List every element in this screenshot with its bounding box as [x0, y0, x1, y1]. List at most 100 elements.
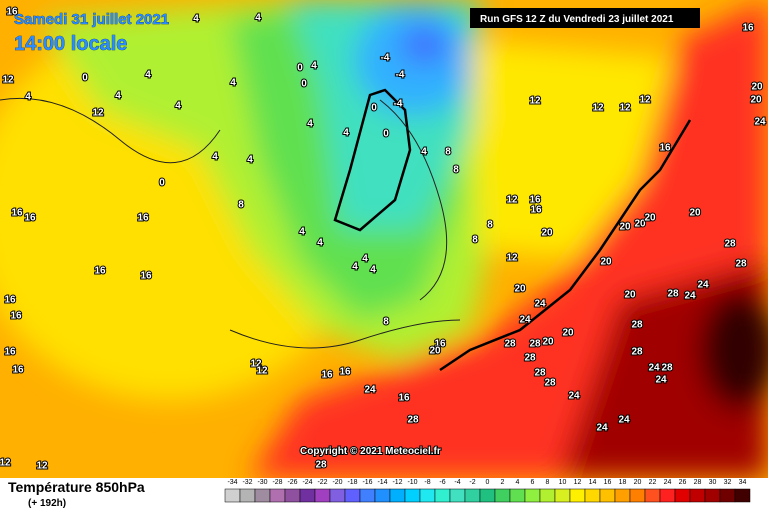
isotherm-label: 16 — [4, 295, 16, 306]
date-label: Samedi 31 juillet 2021 — [14, 11, 169, 28]
legend-swatch — [254, 488, 271, 503]
isotherm-label: 16 — [140, 271, 152, 282]
legend-tick-label: 4 — [516, 479, 520, 486]
legend-tick-label: 16 — [604, 479, 612, 486]
isotherm-label: 16 — [742, 23, 754, 34]
legend-tick-label: 22 — [649, 479, 657, 486]
legend-tick-label: -12 — [392, 479, 402, 486]
isotherm-label: 0 — [371, 103, 377, 114]
legend-swatch — [629, 488, 646, 503]
legend-swatch — [614, 488, 631, 503]
isotherm-label: 16 — [6, 7, 18, 18]
isotherm-label: 16 — [321, 370, 333, 381]
isotherm-label: 4 — [317, 238, 323, 249]
isotherm-label: 4 — [230, 78, 236, 89]
legend-swatch — [224, 488, 241, 503]
legend-swatch — [554, 488, 571, 503]
legend-swatch — [449, 488, 466, 503]
legend-swatch — [509, 488, 526, 503]
legend-swatch — [674, 488, 691, 503]
legend-tick-label: 34 — [739, 479, 747, 486]
isotherm-label: 4 — [370, 265, 376, 276]
legend-swatch — [464, 488, 481, 503]
isotherm-label: 20 — [644, 213, 656, 224]
isotherm-label: 20 — [562, 328, 574, 339]
isotherm-label: 24 — [754, 117, 766, 128]
isotherm-label: 0 — [159, 178, 165, 189]
isotherm-label: 4 — [25, 92, 31, 103]
time-label: 14:00 locale — [14, 33, 127, 55]
isotherm-label: 28 — [631, 320, 643, 331]
isotherm-label: 4 — [421, 147, 427, 158]
isotherm-label: 8 — [238, 200, 244, 211]
legend-tick-label: 10 — [559, 479, 567, 486]
run-label: Run GFS 12 Z du Vendredi 23 juillet 2021 — [480, 14, 674, 25]
isotherm-label: 28 — [544, 378, 556, 389]
legend-tick-label: 18 — [619, 479, 627, 486]
isotherm-label: 12 — [256, 366, 268, 377]
legend-swatch — [689, 488, 706, 503]
isotherm-label: 24 — [618, 415, 630, 426]
isotherm-label: 28 — [524, 353, 536, 364]
isotherm-label: 4 — [352, 262, 358, 273]
isotherm-label: -4 — [396, 70, 405, 81]
isotherm-label: 4 — [362, 254, 368, 265]
map-background — [0, 0, 768, 478]
isotherm-label: 28 — [667, 289, 679, 300]
isotherm-label: 12 — [36, 461, 48, 472]
isotherm-label: 8 — [383, 317, 389, 328]
legend-swatch — [524, 488, 541, 503]
isotherm-label: 20 — [750, 95, 762, 106]
isotherm-label: 16 — [11, 208, 23, 219]
isotherm-label: 16 — [659, 143, 671, 154]
isotherm-label: 12 — [2, 75, 14, 86]
legend-tick-label: -34 — [227, 479, 237, 486]
isotherm-label: 4 — [212, 152, 218, 163]
isotherm-label: 20 — [600, 257, 612, 268]
isotherm-label: 4 — [299, 227, 305, 238]
isotherm-label: 12 — [92, 108, 104, 119]
copyright: Copyright © 2021 Meteociel.fr — [300, 446, 441, 457]
legend-swatch — [389, 488, 406, 503]
legend-tick-label: 30 — [709, 479, 717, 486]
legend-swatch — [419, 488, 436, 503]
isotherm-label: 16 — [4, 347, 16, 358]
isotherm-label: 24 — [519, 315, 531, 326]
legend-swatch — [584, 488, 601, 503]
isotherm-label: 20 — [541, 228, 553, 239]
legend-swatch — [719, 488, 736, 503]
isotherm-label: 4 — [115, 91, 121, 102]
isotherm-label: 24 — [648, 363, 660, 374]
legend-title: Température 850hPa — [8, 479, 145, 495]
isotherm-label: 0 — [383, 129, 389, 140]
isotherm-label: 16 — [10, 311, 22, 322]
legend-tick-label: 12 — [574, 479, 582, 486]
isotherm-label: 4 — [311, 61, 317, 72]
legend-tick-label: 24 — [664, 479, 672, 486]
isotherm-label: 28 — [407, 415, 419, 426]
legend-tick-label: -6 — [439, 479, 445, 486]
isotherm-label: 16 — [94, 266, 106, 277]
isotherm-label: 16 — [24, 213, 36, 224]
isotherm-label: 12 — [506, 253, 518, 264]
isotherm-label: 12 — [592, 103, 604, 114]
isotherm-label: 28 — [315, 460, 327, 471]
isotherm-label: 0 — [301, 79, 307, 90]
legend-swatch — [374, 488, 391, 503]
isotherm-label: 16 — [137, 213, 149, 224]
lead-time: (+ 192h) — [28, 498, 66, 509]
legend-tick-label: -18 — [347, 479, 357, 486]
isotherm-label: 24 — [596, 423, 608, 434]
isotherm-label: 0 — [297, 63, 303, 74]
legend-tick-label: -26 — [287, 479, 297, 486]
isotherm-label: 4 — [343, 128, 349, 139]
legend-swatch — [359, 488, 376, 503]
legend-swatch — [659, 488, 676, 503]
isotherm-label: 24 — [534, 299, 546, 310]
isotherm-label: 20 — [542, 337, 554, 348]
legend-swatch — [269, 488, 286, 503]
legend-swatch — [734, 488, 751, 503]
legend-tick-label: -24 — [302, 479, 312, 486]
legend-swatch — [404, 488, 421, 503]
